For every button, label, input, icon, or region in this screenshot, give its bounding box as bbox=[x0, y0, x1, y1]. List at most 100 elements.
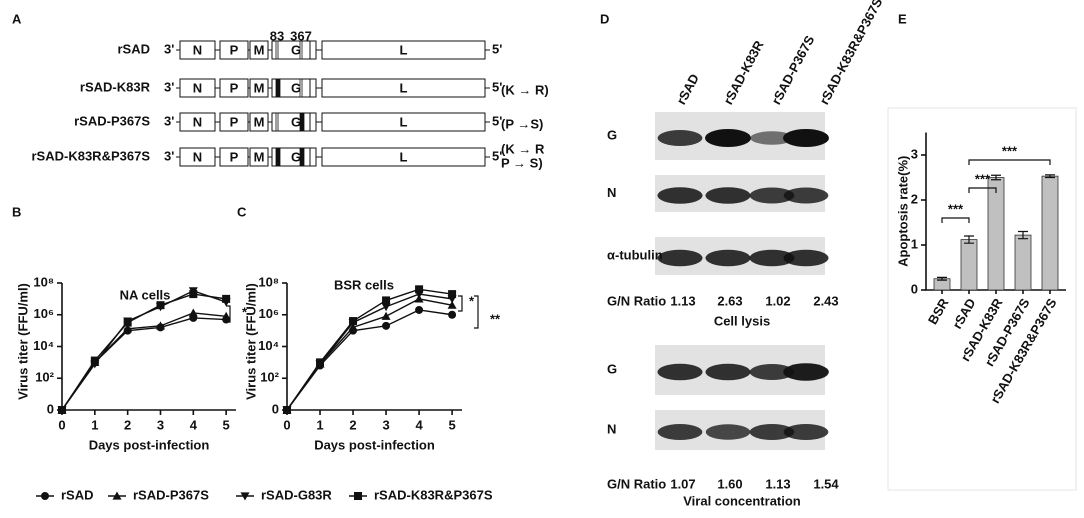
site-label: 83 bbox=[270, 28, 284, 43]
construct-name: rSAD-K83R bbox=[80, 79, 151, 94]
marker bbox=[349, 317, 358, 326]
band bbox=[749, 187, 795, 204]
ratio-value: 1.13 bbox=[765, 476, 790, 491]
significance-label: * bbox=[242, 304, 248, 319]
band bbox=[657, 363, 703, 381]
y-tick-label: 10⁸ bbox=[33, 274, 54, 289]
significance-label: *** bbox=[1002, 143, 1018, 158]
x-axis-label: Days post-infection bbox=[89, 437, 210, 452]
gene-box bbox=[249, 40, 269, 60]
error-bar bbox=[1018, 230, 1028, 240]
significance-bracket bbox=[226, 305, 231, 323]
marker bbox=[382, 296, 391, 305]
gene-box bbox=[309, 147, 317, 167]
end-label: 3' bbox=[164, 41, 174, 56]
construct-name: rSAD-K83R&P367S bbox=[32, 148, 151, 163]
significance-bracket bbox=[968, 187, 997, 193]
site-mark bbox=[299, 147, 305, 167]
marker bbox=[156, 301, 165, 310]
gene-label: N bbox=[193, 80, 202, 95]
marker bbox=[58, 406, 66, 414]
x-tick-label: 2 bbox=[349, 417, 356, 432]
marker bbox=[123, 324, 133, 333]
legend-marker bbox=[240, 492, 250, 501]
y-axis-label: Apoptosis rate(%) bbox=[895, 156, 910, 267]
gene-box bbox=[179, 147, 216, 167]
significance-label: *** bbox=[975, 171, 991, 186]
gene-label: M bbox=[254, 42, 265, 57]
band bbox=[657, 249, 703, 267]
marker bbox=[123, 318, 132, 327]
marker bbox=[448, 290, 457, 299]
significance-label: *** bbox=[948, 201, 964, 216]
significance-label: ** bbox=[490, 311, 501, 326]
x-tick-label: 2 bbox=[124, 417, 131, 432]
marker bbox=[381, 311, 391, 320]
y-tick-label: 0 bbox=[47, 401, 54, 416]
ratio-value: 2.63 bbox=[717, 293, 742, 308]
end-label: 5' bbox=[492, 41, 502, 56]
marker bbox=[189, 290, 198, 299]
gene-box bbox=[179, 112, 216, 132]
gene-box bbox=[219, 78, 249, 98]
ratio-value: 1.02 bbox=[765, 293, 790, 308]
construct-name: rSAD-P367S bbox=[74, 113, 150, 128]
end-label: 3' bbox=[164, 79, 174, 94]
x-tick-label: 1 bbox=[91, 417, 98, 432]
gene-box bbox=[219, 147, 249, 167]
y-tick-label: 10⁸ bbox=[258, 274, 279, 289]
site-mark bbox=[275, 112, 279, 132]
gene-box bbox=[249, 112, 269, 132]
legend-marker bbox=[112, 491, 122, 500]
legend-marker bbox=[354, 492, 362, 500]
bar bbox=[1014, 234, 1032, 291]
gene-label: M bbox=[254, 149, 265, 164]
x-tick-label: 5 bbox=[448, 417, 455, 432]
y-tick-label: 10⁶ bbox=[34, 306, 54, 321]
error-bar bbox=[964, 235, 974, 244]
bar bbox=[960, 239, 978, 291]
bar bbox=[987, 177, 1005, 291]
mutation-note: (P →S) bbox=[501, 116, 543, 131]
x-tick-label: 4 bbox=[415, 417, 423, 432]
gene-box bbox=[321, 112, 486, 132]
gene-label: G bbox=[291, 42, 301, 57]
y-axis-label: Virus titer (FFU/ml) bbox=[243, 283, 258, 400]
y-tick-label: 1 bbox=[911, 236, 918, 251]
end-label: 3' bbox=[164, 113, 174, 128]
gene-label: P bbox=[230, 149, 239, 164]
marker bbox=[188, 308, 198, 317]
gene-label: L bbox=[400, 114, 408, 129]
error-bar bbox=[991, 174, 1001, 181]
construct-name: rSAD bbox=[117, 41, 150, 56]
blot-row-label: G bbox=[607, 127, 617, 142]
ratio-value: 2.43 bbox=[813, 293, 838, 308]
gene-label: N bbox=[193, 42, 202, 57]
legend-label: rSAD-P367S bbox=[133, 487, 209, 502]
site-mark bbox=[275, 147, 281, 167]
gene-label: G bbox=[291, 149, 301, 164]
band bbox=[705, 129, 751, 147]
end-label: 3' bbox=[164, 148, 174, 163]
significance-bracket bbox=[474, 295, 479, 329]
band bbox=[749, 249, 795, 267]
x-tick-label: 3 bbox=[157, 417, 164, 432]
marker bbox=[415, 305, 424, 314]
marker bbox=[221, 311, 231, 320]
band bbox=[783, 363, 829, 381]
x-axis-label: Days post-infection bbox=[314, 437, 435, 452]
blot-row-label: α-tubulin bbox=[607, 247, 663, 262]
legend-label: rSAD-K83R&P367S bbox=[374, 487, 493, 502]
gene-label: N bbox=[193, 114, 202, 129]
mutation-note: (K → R bbox=[501, 141, 545, 156]
panel-e-frame bbox=[887, 107, 1077, 491]
band bbox=[749, 424, 795, 440]
gene-box bbox=[309, 112, 317, 132]
significance-label: * bbox=[469, 293, 475, 308]
panel-label: E bbox=[898, 11, 907, 26]
blot-caption: Cell lysis bbox=[714, 313, 770, 328]
marker bbox=[381, 303, 391, 312]
y-tick-label: 3 bbox=[911, 146, 918, 161]
gene-box bbox=[249, 147, 269, 167]
y-tick-label: 0 bbox=[911, 281, 918, 296]
